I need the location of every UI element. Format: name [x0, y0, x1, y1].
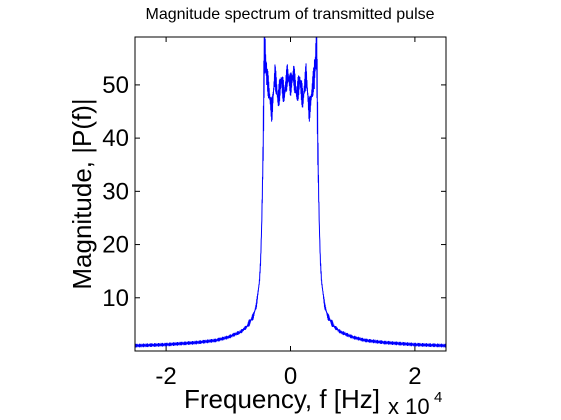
y-tick-label: 50: [102, 72, 129, 99]
x-axis-ticks: -2 0 2: [155, 37, 422, 390]
chart-title: Magnitude spectrum of transmitted pulse: [145, 6, 434, 23]
axes-frame: [134, 36, 447, 352]
y-tick-label: 10: [102, 285, 129, 312]
x-axis-label: Frequency, f [Hz]: [184, 384, 380, 414]
x-axis-multiplier-exponent: 4: [434, 389, 442, 406]
y-axis-ticks: 10 20 30 40 50: [102, 72, 446, 312]
x-axis-multiplier: x 10: [388, 394, 430, 419]
y-axis-label: Magnitude, |P(f)|: [67, 98, 97, 289]
spectrum-line: [135, 37, 446, 348]
y-tick-label: 40: [102, 125, 129, 152]
x-tick-label: 2: [408, 363, 421, 390]
x-tick-label: 0: [284, 363, 297, 390]
x-tick-label: -2: [155, 363, 176, 390]
y-tick-label: 20: [102, 232, 129, 259]
y-tick-label: 30: [102, 178, 129, 205]
